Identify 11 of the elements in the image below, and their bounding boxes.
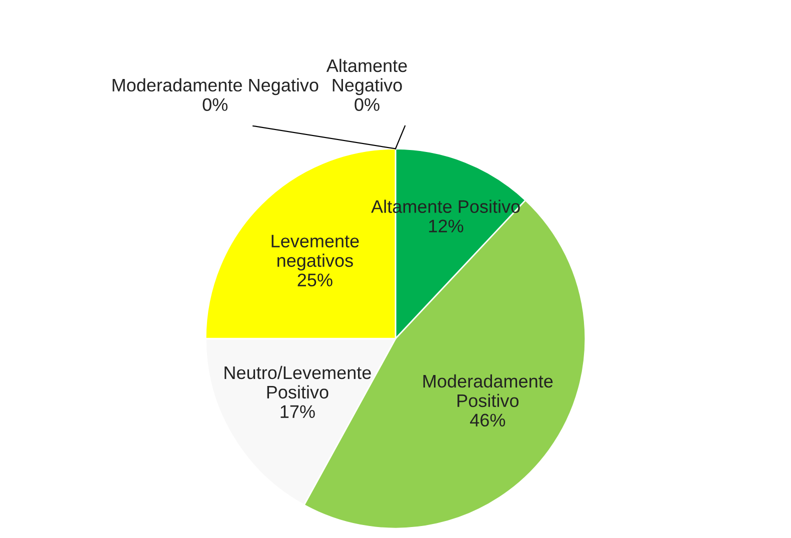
- text: 0%: [202, 98, 228, 111]
- data-label: 46%: [470, 414, 506, 427]
- category-label: Moderadamente Negativo: [112, 78, 318, 96]
- data-label: 25%: [298, 274, 332, 286]
- text: 0%: [354, 98, 380, 111]
- data-label: 17%: [280, 405, 315, 418]
- slice-label: Levemente negativos: [272, 234, 359, 271]
- category-label: Altamente Negativo: [326, 58, 407, 96]
- slice-label: Neutro/Levemente Positivo: [224, 366, 371, 399]
- data-label: 12%: [429, 220, 464, 232]
- slice-label: Moderadamente Positivo: [423, 374, 553, 408]
